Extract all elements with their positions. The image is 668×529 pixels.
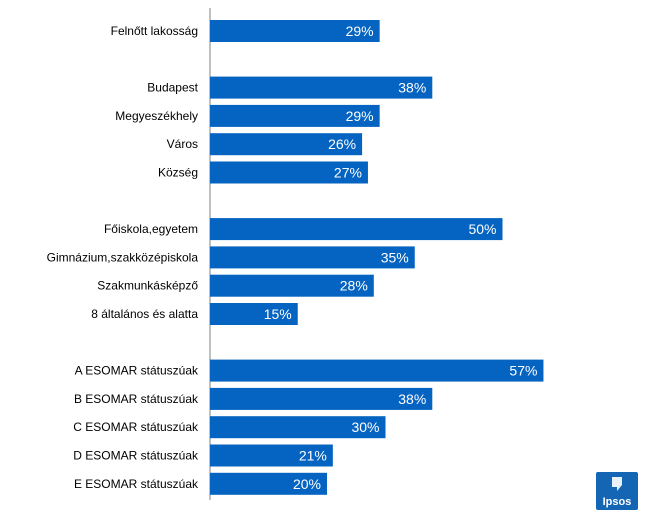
ipsos-logo-text: Ipsos (602, 496, 632, 508)
data-label: 26% (328, 136, 356, 152)
bar (210, 387, 433, 410)
ipsos-logo: Ipsos (596, 472, 638, 510)
category-label: Megyeszékhely (115, 109, 198, 123)
ipsos-logo-icon (612, 477, 622, 491)
category-label: C ESOMAR státuszúak (73, 420, 199, 434)
data-label: 38% (398, 80, 426, 96)
data-label: 20% (293, 476, 321, 492)
bar (210, 359, 544, 382)
data-label: 28% (340, 278, 368, 294)
bar (210, 303, 298, 325)
bar (210, 104, 380, 127)
category-label: Község (158, 166, 198, 180)
bar (210, 161, 368, 184)
data-label: 15% (264, 306, 292, 322)
data-label: 35% (381, 249, 409, 265)
category-label: E ESOMAR státuszúak (74, 477, 199, 491)
bar (210, 274, 374, 297)
category-label: Budapest (147, 81, 198, 95)
bar (210, 20, 380, 42)
category-label: Főiskola,egyetem (104, 222, 198, 236)
category-label: Város (167, 137, 198, 151)
data-label: 29% (346, 23, 374, 39)
category-label: B ESOMAR státuszúak (74, 392, 199, 406)
category-label: Szakmunkásképző (97, 279, 198, 293)
bar (210, 444, 333, 467)
data-label: 30% (351, 419, 379, 435)
bar (210, 133, 363, 156)
category-label: D ESOMAR státuszúak (73, 449, 199, 463)
bar (210, 76, 433, 99)
data-label: 50% (468, 221, 496, 237)
data-label: 57% (509, 363, 537, 379)
category-label: Gimnázium,szakközépiskola (47, 250, 199, 264)
bar (210, 218, 503, 241)
bar (210, 246, 415, 269)
data-label: 38% (398, 391, 426, 407)
bar (210, 472, 327, 495)
data-label: 27% (334, 165, 362, 181)
category-label: 8 általános és alatta (91, 307, 198, 321)
category-label: Felnőtt lakosság (111, 24, 198, 38)
data-label: 29% (346, 108, 374, 124)
data-label: 21% (299, 448, 327, 464)
category-label: A ESOMAR státuszúak (75, 364, 199, 378)
bar (210, 416, 386, 439)
